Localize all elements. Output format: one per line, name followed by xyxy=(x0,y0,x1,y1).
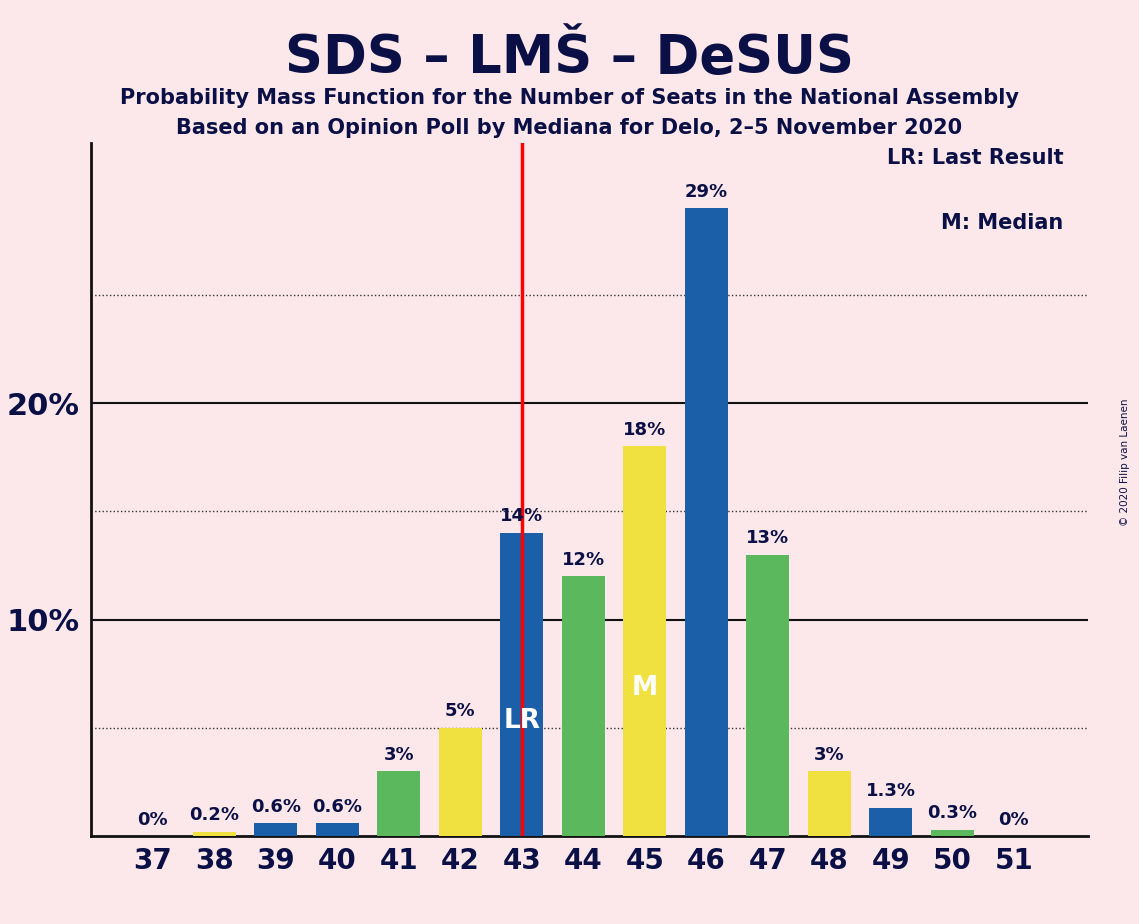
Text: LR: LR xyxy=(503,708,540,734)
Text: 14%: 14% xyxy=(500,507,543,526)
Bar xyxy=(931,830,974,836)
Bar xyxy=(500,533,543,836)
Bar xyxy=(746,554,789,836)
Text: Probability Mass Function for the Number of Seats in the National Assembly: Probability Mass Function for the Number… xyxy=(120,88,1019,108)
Text: 3%: 3% xyxy=(814,746,845,763)
Text: 5%: 5% xyxy=(445,702,476,721)
Text: Based on an Opinion Poll by Mediana for Delo, 2–5 November 2020: Based on an Opinion Poll by Mediana for … xyxy=(177,118,962,139)
Text: 3%: 3% xyxy=(384,746,415,763)
Bar xyxy=(562,577,605,836)
Text: 0%: 0% xyxy=(999,810,1030,829)
Text: 0.3%: 0.3% xyxy=(927,804,977,822)
Bar xyxy=(439,728,482,836)
Bar xyxy=(623,446,666,836)
Bar xyxy=(685,208,728,836)
Text: 29%: 29% xyxy=(685,183,728,201)
Text: 13%: 13% xyxy=(746,529,789,547)
Bar xyxy=(316,823,359,836)
Bar xyxy=(869,808,912,836)
Text: 0.6%: 0.6% xyxy=(251,797,301,816)
Bar xyxy=(377,772,420,836)
Text: M: Median: M: Median xyxy=(941,213,1063,233)
Bar xyxy=(192,832,236,836)
Text: SDS – LMŠ – DeSUS: SDS – LMŠ – DeSUS xyxy=(285,32,854,84)
Text: LR: Last Result: LR: Last Result xyxy=(886,148,1063,167)
Text: 12%: 12% xyxy=(562,551,605,569)
Bar xyxy=(254,823,297,836)
Text: 18%: 18% xyxy=(623,420,666,439)
Text: © 2020 Filip van Laenen: © 2020 Filip van Laenen xyxy=(1121,398,1130,526)
Text: 0.6%: 0.6% xyxy=(312,797,362,816)
Text: 0%: 0% xyxy=(138,810,167,829)
Text: M: M xyxy=(632,675,658,701)
Text: 0.2%: 0.2% xyxy=(189,807,239,824)
Text: 1.3%: 1.3% xyxy=(866,783,916,800)
Bar xyxy=(808,772,851,836)
